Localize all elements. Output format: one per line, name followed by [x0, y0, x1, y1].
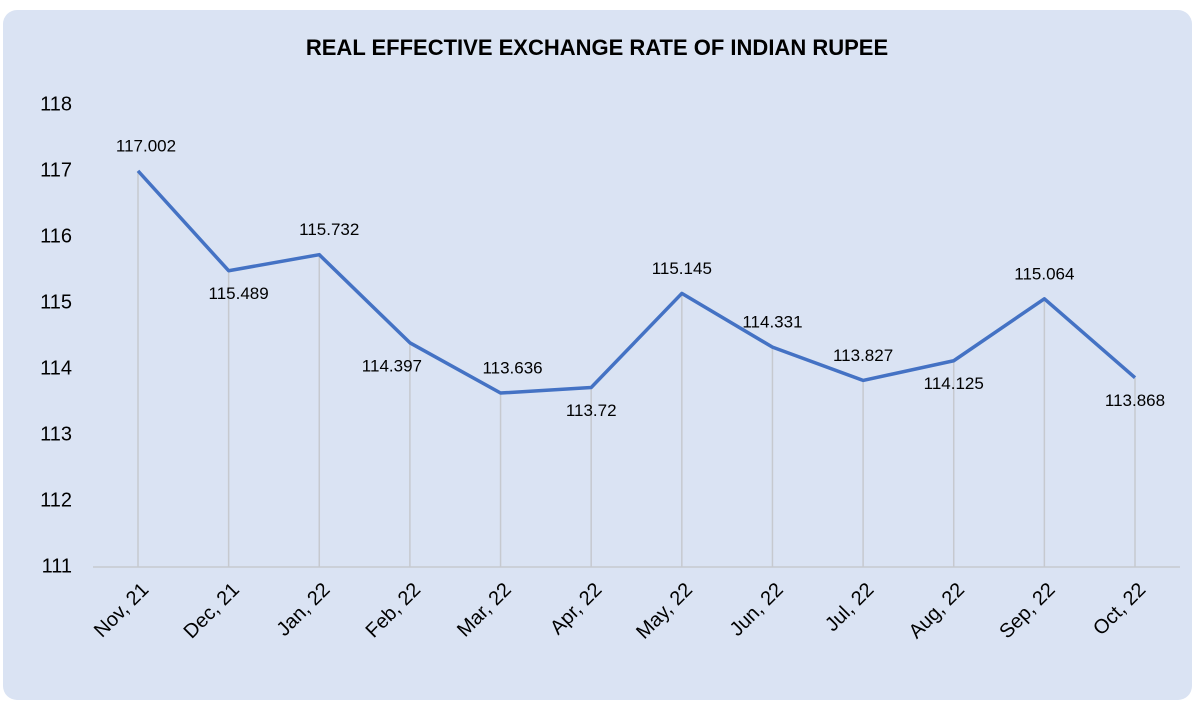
- data-label: 113.827: [833, 346, 893, 365]
- data-label: 117.002: [116, 136, 176, 155]
- y-tick-label: 114: [40, 357, 72, 379]
- y-tick-label: 118: [40, 93, 72, 115]
- data-label: 115.732: [299, 220, 359, 239]
- y-tick-label: 113: [40, 423, 72, 445]
- data-label: 115.064: [1014, 264, 1074, 283]
- data-label: 114.397: [362, 356, 422, 375]
- chart-title: REAL EFFECTIVE EXCHANGE RATE OF INDIAN R…: [306, 35, 888, 60]
- data-label: 113.636: [482, 359, 542, 378]
- data-label: 114.125: [924, 374, 984, 393]
- data-label: 114.331: [742, 313, 802, 332]
- y-tick-label: 112: [40, 489, 72, 511]
- y-tick-label: 111: [42, 555, 72, 577]
- series-line: [136, 169, 1137, 395]
- y-tick-label: 117: [40, 159, 72, 181]
- chart-background: [3, 10, 1192, 700]
- data-label: 113.868: [1105, 391, 1165, 410]
- y-tick-label: 116: [40, 225, 72, 247]
- y-tick-label: 115: [40, 291, 72, 313]
- data-label: 115.145: [652, 259, 712, 278]
- data-label: 115.489: [209, 284, 269, 303]
- data-label: 113.72: [566, 401, 617, 420]
